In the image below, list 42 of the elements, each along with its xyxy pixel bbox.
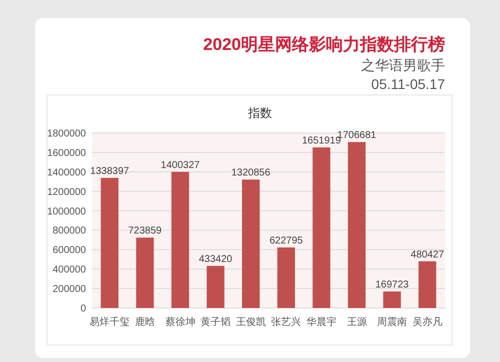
y-tick-label: 400000 [52, 264, 86, 276]
x-tick-label: 吴亦凡 [412, 316, 442, 328]
y-tick-label: 200000 [52, 284, 86, 296]
bar [312, 147, 330, 308]
x-tick-label: 张艺兴 [271, 316, 302, 328]
x-tick-label: 华晨宇 [306, 316, 336, 328]
chart-subtitle: 之华语男歌手 [361, 57, 445, 73]
y-tick-label: 800000 [52, 226, 86, 237]
y-tick-label: 1600000 [47, 148, 86, 159]
x-tick-label: 易烊千玺 [90, 316, 130, 328]
bar [242, 180, 260, 308]
y-tick-label: 1800000 [47, 128, 86, 140]
y-tick-label: 1000000 [47, 206, 86, 218]
bar [171, 172, 190, 308]
y-tick-label: 1200000 [47, 186, 86, 198]
y-tick-label: 600000 [52, 245, 86, 256]
y-tick-label: 0 [80, 304, 86, 314]
data-label: 169723 [375, 280, 410, 290]
x-tick-label: 蔡徐坤 [165, 316, 196, 328]
chart-title: 2020明星网络影响力指数排行榜 [203, 35, 445, 54]
bar [348, 142, 366, 308]
data-label: 1320856 [231, 168, 271, 179]
data-label: 433420 [198, 254, 233, 265]
bar [206, 266, 224, 308]
text: 指数 [247, 106, 272, 120]
x-tick-label: 黄子韬 [200, 316, 231, 328]
bar [277, 247, 295, 308]
data-label: 622795 [269, 235, 304, 246]
data-label: 480427 [410, 249, 444, 260]
bar [136, 238, 154, 308]
y-tick-label: 1400000 [47, 167, 86, 178]
bar [418, 261, 436, 308]
bar [100, 178, 118, 308]
x-tick-label: 周震南 [377, 316, 408, 328]
x-tick-label: 鹿晗 [134, 316, 155, 328]
x-tick-label: 王源 [346, 316, 367, 328]
data-label: 1338397 [90, 166, 130, 177]
x-tick-label: 王俊凯 [236, 316, 266, 328]
bar [383, 292, 401, 308]
data-label: 1400327 [160, 160, 200, 171]
text: 05.11-05.17 [371, 76, 446, 92]
data-label: 723859 [128, 226, 162, 237]
